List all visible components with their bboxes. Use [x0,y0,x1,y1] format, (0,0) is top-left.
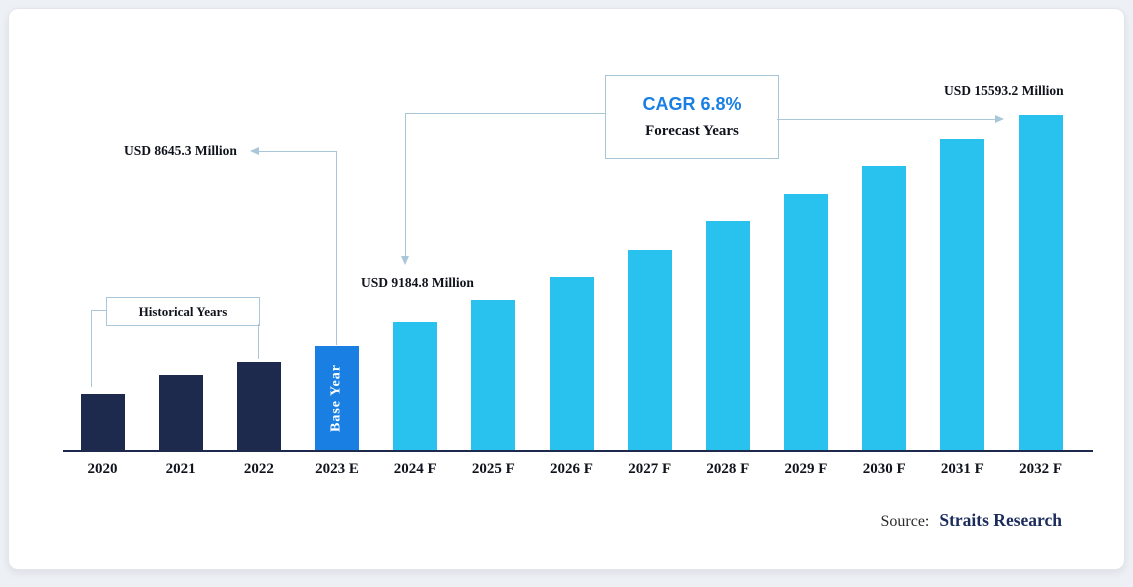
bar-2032-f [1018,115,1063,451]
arrow-down-icon [401,256,409,265]
chart-card: 2020 2021 2022 2023 E 2024 F 2025 F 2026 F 2027… [8,8,1125,570]
forecast-connector-line [405,113,406,256]
x-axis-label-2027-f: 2027 F [628,461,672,477]
historical-years-label: Historical Years [138,303,228,319]
x-axis-label-2020: 2020 [87,461,118,477]
historical-bracket-line [91,310,92,387]
bar-2020 [80,394,125,451]
x-axis-label-2024-f: 2024 F [393,461,437,477]
bar-2024-f [393,322,438,451]
bar-2026-f [549,277,594,451]
base-year-vertical-label: Base Year [328,364,344,433]
arrow-right-icon [995,115,1004,123]
historical-bracket-line [91,310,107,311]
x-axis-label-2030-f: 2030 F [862,461,906,477]
historical-years-label-box: Historical Years [106,297,260,326]
source-prefix: Source: [880,513,930,530]
x-axis-label-2023-e: 2023 E [315,461,359,477]
bar-2028-f [705,221,750,451]
bar-2025-f [471,300,516,451]
bar-2021 [158,375,203,451]
x-axis-label-2026-f: 2026 F [550,461,593,477]
x-axis-label-2029-f: 2029 F [784,461,828,477]
base-year-connector-line [336,151,337,345]
bar-2023-e [315,346,359,451]
forecast-connector-line [777,119,995,120]
historical-bracket-line [258,324,259,359]
bar-2031-f [940,139,985,451]
bar-2027-f [627,250,672,451]
forecast-connector-line [405,113,605,114]
base-year-connector-line [258,151,337,152]
cagr-forecast-box: CAGR 6.8% Forecast Years [605,75,779,159]
market-forecast-bar-chart: 2020 2021 2022 2023 E 2024 F 2025 F 2026 F 2027… [9,9,1124,569]
source-name: Straits Research [939,510,1062,530]
arrow-left-icon [250,147,259,155]
x-axis-label-2028-f: 2028 F [706,461,750,477]
x-axis-label-2025-f: 2025 F [471,461,515,477]
x-axis-label-2022: 2022 [243,461,274,477]
bar-2029-f [784,194,829,451]
value-label-2023: USD 8645.3 Million [124,143,237,158]
x-axis-line [63,450,1093,452]
cagr-label: CAGR 6.8% [642,94,742,114]
source-line: Source: Straits Research [880,510,1062,531]
x-axis-label-2032-f: 2032 F [1019,461,1062,477]
bar-2030-f [862,166,907,451]
x-axis-label-2021: 2021 [165,461,196,477]
value-label-2032: USD 15593.2 Million [944,83,1064,98]
bar-2022 [236,362,281,451]
x-axis-label-2031-f: 2031 F [940,461,984,477]
value-label-2024: USD 9184.8 Million [361,275,474,290]
forecast-years-label: Forecast Years [645,123,739,139]
